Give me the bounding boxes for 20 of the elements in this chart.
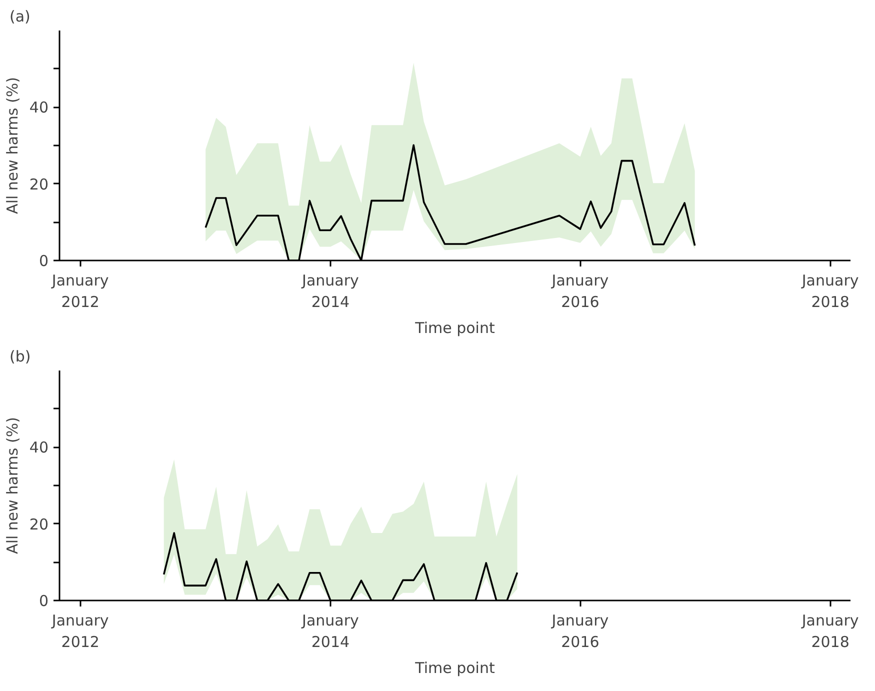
y-axis-title: All new harms (%)	[3, 417, 22, 554]
x-tick-label: January 2012	[50, 272, 109, 312]
x-axis-title: Time point	[414, 319, 495, 338]
y-tick-label: 20	[29, 515, 49, 534]
y-tick-label: 20	[29, 175, 49, 194]
y-axis-title: All new harms (%)	[3, 77, 22, 214]
x-axis-title: Time point	[414, 659, 495, 678]
x-tick-label: January 2016	[550, 272, 609, 312]
x-tick-label: January 2014	[301, 612, 360, 652]
x-tick-label: January 2016	[550, 612, 609, 652]
x-tick-label: January 2012	[50, 612, 109, 652]
y-tick-label: 40	[29, 438, 49, 457]
chart-title: (a)	[10, 8, 30, 26]
y-tick-label: 40	[29, 98, 49, 117]
y-tick-label: 0	[38, 252, 49, 270]
x-tick-label: January 2018	[800, 612, 859, 652]
chart-title: (b)	[10, 348, 31, 366]
x-tick-label: January 2014	[301, 272, 360, 312]
y-tick-label: 0	[38, 592, 49, 610]
x-tick-label: January 2018	[800, 272, 859, 312]
